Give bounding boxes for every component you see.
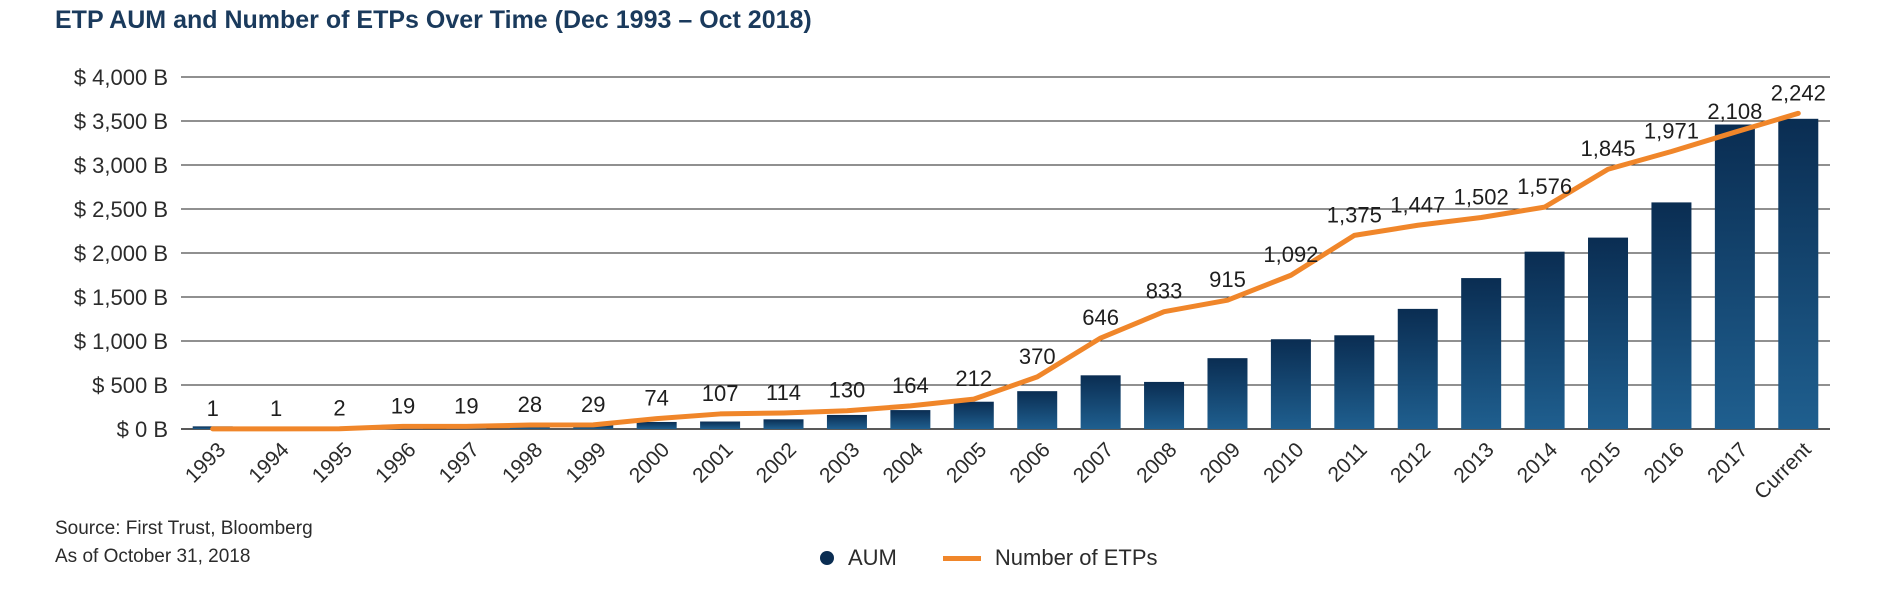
x-tick-label: 2015 (1576, 438, 1625, 487)
legend: AUM Number of ETPs (820, 543, 1158, 573)
y-tick-label: $ 1,000 B (74, 329, 168, 354)
x-tick-label: 2005 (942, 438, 991, 487)
x-tick-label: 2002 (752, 438, 801, 487)
x-tick-label: 2003 (815, 438, 864, 487)
x-tick-label: 1999 (561, 438, 610, 487)
etp-data-label: 2,242 (1771, 80, 1826, 105)
y-tick-label: $ 0 B (117, 417, 168, 442)
gridlines (181, 76, 1830, 430)
y-tick-label: $ 1,500 B (74, 285, 168, 310)
etp-data-label: 646 (1082, 305, 1119, 330)
aum-bar (1651, 202, 1692, 429)
y-axis-tick-labels: $ 0 B $ 500 B $ 1,000 B $ 1,500 B $ 2,000 B $… (74, 65, 168, 442)
aum-bar (1017, 391, 1058, 429)
aum-bar (1144, 381, 1185, 429)
legend-item-etps: Number of ETPs (942, 545, 1158, 571)
x-tick-label: 1995 (308, 438, 357, 487)
x-tick-label: 1998 (498, 438, 547, 487)
etp-data-label: 29 (581, 392, 605, 417)
etp-data-label: 833 (1146, 279, 1183, 304)
x-tick-label: 2008 (1132, 438, 1181, 487)
etp-data-label: 74 (644, 386, 668, 411)
etp-data-label: 1,845 (1580, 136, 1635, 161)
etp-data-label: 2,108 (1707, 99, 1762, 124)
x-tick-label: 1996 (371, 438, 420, 487)
etp-data-label: 1,375 (1327, 202, 1382, 227)
legend-label-aum: AUM (848, 545, 897, 570)
etp-data-label: 1,971 (1644, 118, 1699, 143)
aum-bar (1461, 278, 1502, 429)
etp-data-label: 212 (955, 366, 992, 391)
etp-data-label: 1 (270, 396, 282, 421)
x-tick-label: 2009 (1196, 438, 1245, 487)
aum-bar (1270, 339, 1311, 429)
x-tick-label: 2010 (1259, 438, 1308, 487)
aum-bar (1207, 358, 1248, 429)
aum-bar (1588, 237, 1629, 429)
x-tick-label: 2014 (1513, 438, 1563, 488)
x-tick-label: 2016 (1640, 438, 1689, 487)
aum-bar (1334, 335, 1375, 429)
etp-line (210, 110, 1801, 432)
y-tick-label: $ 3,000 B (74, 153, 168, 178)
etp-data-label: 915 (1209, 267, 1246, 292)
x-tick-label: 2000 (625, 438, 674, 487)
x-tick-label: 2017 (1703, 438, 1752, 487)
etp-data-label: 1 (207, 396, 219, 421)
x-tick-label: 1994 (244, 438, 294, 488)
aum-bar (1714, 124, 1755, 430)
x-tick-label: 1993 (181, 438, 230, 487)
etp-data-label: 1,502 (1454, 185, 1509, 210)
aum-bar (700, 421, 741, 429)
etp-series-line (210, 110, 1801, 432)
x-tick-label: Current (1750, 438, 1816, 504)
y-tick-label: $ 4,000 B (74, 65, 168, 90)
aum-bar (1080, 375, 1121, 429)
aum-bar (953, 401, 994, 429)
aum-bar (1778, 118, 1819, 430)
legend-swatch-aum (820, 551, 834, 565)
etp-data-label: 19 (454, 393, 478, 418)
etp-data-label: 1,576 (1517, 174, 1572, 199)
x-axis-tick-labels: 1993 1994 1995 1996 1997 1998 1999 2000 2001 2002… (181, 438, 1816, 504)
etp-data-label: 164 (892, 373, 929, 398)
y-tick-label: $ 3,500 B (74, 109, 168, 134)
x-tick-label: 2007 (1069, 438, 1118, 487)
y-tick-label: $ 2,500 B (74, 197, 168, 222)
x-tick-label: 2006 (1005, 438, 1054, 487)
etp-data-label: 2 (333, 396, 345, 421)
x-tick-label: 2012 (1386, 438, 1435, 487)
aum-bars (192, 118, 1819, 430)
y-tick-label: $ 500 B (92, 373, 168, 398)
etp-data-label: 1,092 (1263, 242, 1318, 267)
aum-bar (890, 410, 931, 429)
aum-bar (826, 414, 867, 429)
etp-data-label: 114 (766, 380, 801, 405)
chart-title: ETP AUM and Number of ETPs Over Time (De… (55, 6, 812, 34)
x-tick-label: 1997 (435, 438, 484, 487)
x-tick-label: 2004 (879, 438, 929, 488)
aum-bar (636, 421, 677, 429)
x-tick-label: 2001 (688, 438, 737, 487)
legend-swatch-etps (942, 555, 981, 561)
etp-data-label: 370 (1019, 344, 1056, 369)
etp-data-label: 107 (702, 381, 739, 406)
x-tick-label: 2013 (1449, 438, 1498, 487)
as-of-note: As of October 31, 2018 (55, 546, 251, 567)
aum-bar (1397, 308, 1438, 429)
source-note: Source: First Trust, Bloomberg (55, 518, 313, 539)
legend-label-etps: Number of ETPs (994, 545, 1158, 570)
etp-data-label: 19 (391, 393, 415, 418)
legend-item-aum: AUM (820, 545, 897, 571)
etp-data-label: 130 (829, 378, 866, 403)
etp-data-labels: 1 1 2 19 19 28 29 74 107 114 130 164 212 370 646 833 915… (207, 80, 1826, 421)
etp-data-label: 28 (518, 392, 542, 417)
etp-data-label: 1,447 (1390, 192, 1445, 217)
y-tick-label: $ 2,000 B (74, 241, 168, 266)
x-tick-label: 2011 (1324, 438, 1372, 486)
aum-bar (763, 419, 804, 429)
aum-bar (1524, 251, 1565, 429)
